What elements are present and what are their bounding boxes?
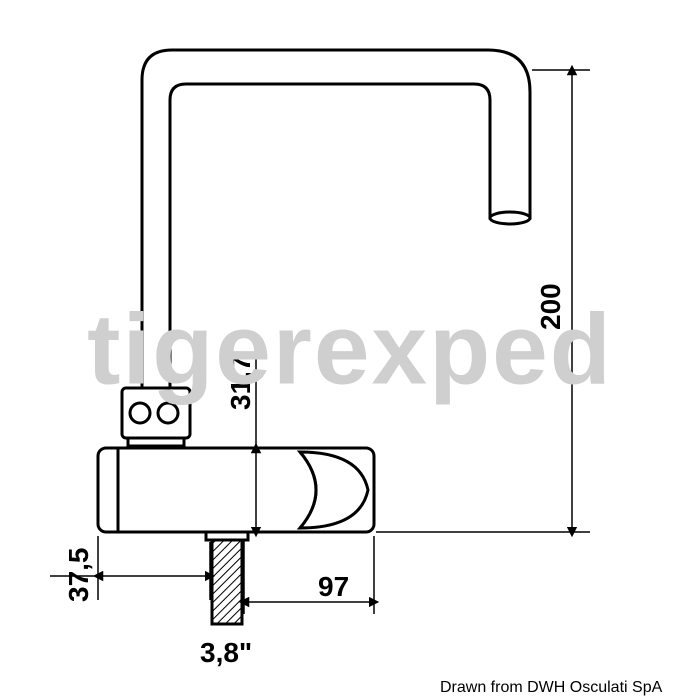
- drawing-stage: 200 31,7 37,5 97 3,8" Drawn from DWH Osc…: [0, 0, 700, 700]
- dim-317: 31,7: [225, 356, 256, 411]
- dim-thread: 3,8": [200, 637, 252, 668]
- faucet-outline: [98, 50, 530, 624]
- dim-97: 97: [318, 571, 349, 602]
- technical-drawing: 200 31,7 37,5 97 3,8" Drawn from DWH Osc…: [0, 0, 700, 700]
- dim-375: 37,5: [63, 548, 94, 603]
- dim-200: 200: [535, 283, 566, 330]
- credit-text: Drawn from DWH Osculati SpA: [440, 679, 663, 696]
